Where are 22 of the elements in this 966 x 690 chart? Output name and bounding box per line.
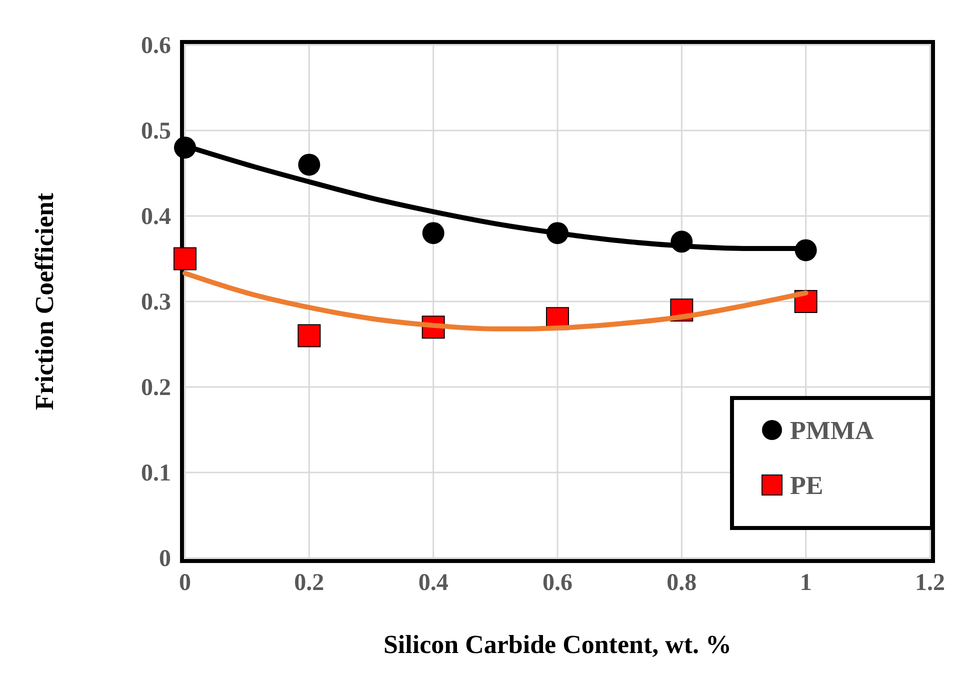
x-tick-label: 0 — [179, 570, 191, 596]
point — [174, 247, 196, 270]
y-tick-label: 0.2 — [141, 375, 171, 401]
x-tick-label: 0.8 — [666, 570, 697, 596]
x-tick-label: 0.2 — [294, 570, 324, 596]
legend-label: PMMA — [790, 416, 874, 445]
point — [422, 222, 444, 244]
x-axis-title: Silicon Carbide Content, wt. % — [383, 630, 732, 659]
x-tick-label: 0.6 — [542, 570, 572, 596]
x-tick-label: 1.2 — [915, 570, 945, 596]
y-tick-label: 0.1 — [141, 460, 171, 486]
point — [298, 324, 321, 348]
x-tick-label: 0.4 — [418, 570, 448, 596]
y-tick-label: 0.6 — [141, 33, 171, 59]
y-tick-label: 0.5 — [141, 118, 171, 144]
y-tick-label: 0.4 — [141, 204, 171, 230]
y-axis-title: Friction Coefficient — [30, 192, 59, 410]
point — [298, 154, 320, 176]
legend-label: PE — [790, 471, 824, 500]
x-tick-label: 1 — [800, 570, 812, 596]
y-tick-label: 0 — [159, 546, 171, 572]
y-tick-label: 0.3 — [141, 290, 171, 316]
